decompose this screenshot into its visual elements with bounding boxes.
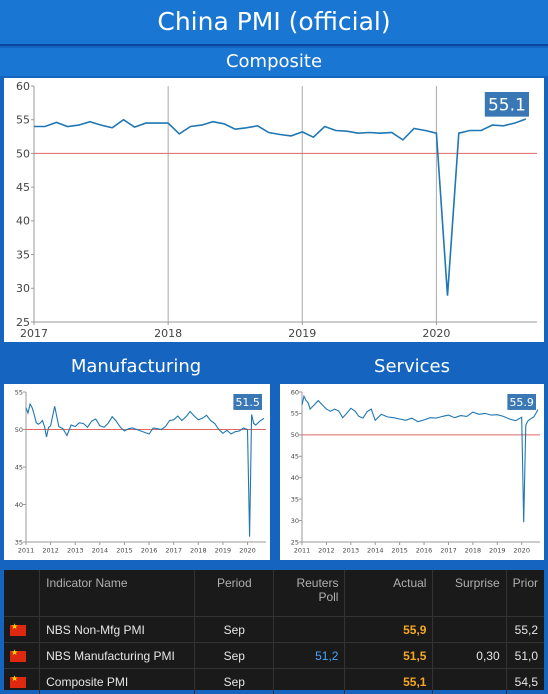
header-reuters-poll: Reuters Poll [273,570,346,617]
x-tick-label: 2019 [288,327,316,340]
y-tick-label: 35 [15,538,23,546]
surprise-value [432,616,507,643]
actual-value: 55,9 [344,616,434,643]
china-flag-icon [10,648,26,662]
header-prior: Prior [512,576,538,590]
y-tick-label: 60 [16,80,30,93]
latest-value-badge [484,92,529,117]
indicator-name: NBS Non-Mfg PMI [39,616,196,643]
y-tick-label: 45 [16,181,30,194]
series-line [25,402,265,537]
x-tick-label: 2011 [294,547,311,555]
indicator-name: Composite PMI [39,668,196,694]
y-tick-label: 35 [16,248,30,261]
actual-value: 55,1 [344,668,434,694]
y-tick-label: 60 [291,388,299,396]
latest-value-badge [507,394,536,410]
y-tick-label: 25 [16,316,30,329]
manufacturing-section-title: Manufacturing [70,356,202,377]
china-flag-icon [10,622,26,636]
page-title: China PMI (official) [0,0,548,46]
x-tick-label: 2018 [465,547,482,555]
poll-value [273,668,346,694]
x-tick-label: 2014 [367,547,384,555]
table-header-row: Indicator Name Period Reuters Poll Actua… [4,570,544,617]
x-tick-label: 2019 [215,547,232,555]
x-tick-label: 2017 [440,547,457,555]
y-tick-label: 45 [15,463,23,471]
y-tick-label: 50 [15,426,23,434]
header-actual: Actual [344,570,434,617]
period-value: Sep [194,642,275,669]
services-chart-panel: 25 30 35 40 45 50 55 60 2011 2012 2013 2014 2015 2016… [280,384,544,560]
y-tick-label: 55 [15,388,23,396]
services-chart: 25 30 35 40 45 50 55 60 2011 2012 2013 2014 2015 2016… [291,388,540,555]
y-tick-label: 45 [291,453,299,461]
china-flag-icon [10,674,26,688]
y-tick-label: 50 [16,147,30,160]
y-tick-label: 30 [16,282,30,295]
composite-chart: 25 30 35 40 45 50 55 60 2017 2018 2019 2020 55.1 [16,80,537,340]
header-indicator-name: Indicator Name [39,570,196,617]
header-flag-col [4,570,41,617]
x-tick-label: 2013 [67,547,84,555]
x-tick-label: 2020 [422,327,450,340]
x-tick-label: 2015 [116,547,133,555]
x-tick-label: 2012 [42,547,59,555]
series-line [301,394,539,523]
actual-value: 51,5 [344,642,434,669]
x-tick-label: 2013 [343,547,360,555]
series-line [34,118,527,296]
x-tick-label: 2017 [20,327,48,340]
latest-value-label: 55.1 [488,96,526,116]
y-tick-label: 40 [291,474,299,482]
header-period: Period [194,570,275,617]
manufacturing-chart-panel: 35 40 45 50 55 2011 2012 2013 2014 2015 2016 2017 20… [4,384,270,560]
prior-value: 55,2 [506,616,544,643]
x-tick-label: 2016 [141,547,158,555]
services-section-title: Services [374,356,450,377]
composite-chart-panel: 25 30 35 40 45 50 55 60 2017 2018 2019 2020 55.1 [4,78,544,342]
header-surprise: Surprise [432,570,507,617]
period-value: Sep [194,616,275,643]
x-tick-label: 2018 [190,547,207,555]
composite-section-title: Composite [0,48,548,76]
y-tick-label: 40 [15,501,23,509]
surprise-value [432,668,507,694]
x-tick-label: 2014 [92,547,109,555]
x-tick-label: 2011 [18,547,35,555]
x-tick-label: 2012 [318,547,335,555]
table-row[interactable]: Composite PMI Sep 55,1 54,5 [4,668,544,694]
surprise-value: 0,30 [432,642,507,669]
x-tick-label: 2020 [239,547,256,555]
x-tick-label: 2018 [154,327,182,340]
latest-value-label: 51.5 [235,396,260,409]
x-tick-label: 2019 [489,547,506,555]
poll-value [273,616,346,643]
y-tick-label: 30 [291,517,299,525]
y-tick-label: 40 [16,215,30,228]
period-value: Sep [194,668,275,694]
manufacturing-chart: 35 40 45 50 55 2011 2012 2013 2014 2015 2016 2017 20… [15,388,266,555]
y-tick-label: 50 [291,431,299,439]
x-tick-label: 2016 [416,547,433,555]
table-row[interactable]: NBS Manufacturing PMI Sep 51,2 51,5 0,30… [4,642,544,669]
poll-value: 51,2 [273,642,346,669]
x-tick-label: 2017 [165,547,182,555]
x-tick-label: 2020 [513,547,530,555]
y-tick-label: 35 [291,495,299,503]
x-tick-label: 2015 [391,547,408,555]
table-row[interactable]: NBS Non-Mfg PMI Sep 55,9 55,2 [4,616,544,643]
prior-value: 54,5 [506,668,544,694]
indicator-name: NBS Manufacturing PMI [39,642,196,669]
pmi-table: Indicator Name Period Reuters Poll Actua… [4,570,544,694]
latest-value-badge [233,394,262,410]
y-tick-label: 25 [291,538,299,546]
latest-value-label: 55.9 [509,396,533,409]
prior-value: 51,0 [506,642,544,669]
y-tick-label: 55 [291,410,299,418]
y-tick-label: 55 [16,114,30,127]
